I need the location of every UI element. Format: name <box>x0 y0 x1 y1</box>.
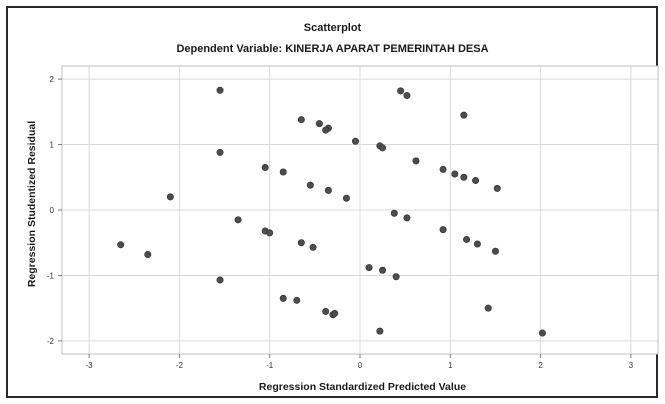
scatter-point <box>484 304 492 312</box>
scatter-point <box>279 168 287 176</box>
scatter-point <box>412 157 420 165</box>
scatter-point <box>403 214 411 222</box>
scatter-point <box>306 181 314 189</box>
y-tick-label: 0 <box>50 206 55 215</box>
data-points <box>117 86 546 337</box>
scatter-point <box>266 229 274 237</box>
scatter-point <box>117 241 125 249</box>
scatter-point <box>460 111 468 119</box>
scatter-point <box>538 329 546 337</box>
scatter-point <box>472 177 480 185</box>
scatter-point <box>261 163 269 171</box>
x-tick-label: -2 <box>176 361 184 370</box>
scatter-point <box>216 276 224 284</box>
y-axis-label: Regression Studentized Residual <box>26 120 38 288</box>
scatter-point <box>439 165 447 173</box>
scatter-point <box>166 193 174 201</box>
x-axis-label: Regression Standardized Predicted Value <box>258 381 467 393</box>
chart-subtitle: Dependent Variable: KINERJA APARAT PEMER… <box>176 43 489 55</box>
scatter-point <box>342 194 350 202</box>
scatter-point <box>293 296 301 304</box>
grid-lines <box>58 66 658 358</box>
scatter-point <box>322 126 330 134</box>
y-tick-label: -1 <box>47 271 55 280</box>
scatter-point <box>309 243 317 251</box>
x-tick-label: 0 <box>358 361 363 370</box>
scatter-point <box>390 209 398 217</box>
scatter-point <box>439 226 447 234</box>
scatter-point <box>493 184 501 192</box>
chart-title: Scatterplot <box>303 22 362 34</box>
scatter-point <box>460 173 468 181</box>
scatter-point <box>392 273 400 281</box>
scatter-point <box>379 144 387 152</box>
scatter-point <box>463 235 471 243</box>
scatter-point <box>365 264 373 272</box>
scatter-point <box>491 247 499 255</box>
y-tick-label: 2 <box>50 75 55 84</box>
y-tick-label: 1 <box>50 141 55 150</box>
scatter-point <box>376 327 384 335</box>
y-tick-label: -2 <box>47 337 55 346</box>
scatter-point <box>451 170 459 178</box>
scatter-point <box>351 137 359 145</box>
scatter-point <box>297 116 305 124</box>
tick-labels: -3 -2 -1 0 1 2 3 2 1 0 -1 -2 <box>47 75 634 370</box>
scatter-point <box>322 307 330 315</box>
scatter-point <box>473 240 481 248</box>
scatter-point <box>144 251 152 259</box>
x-tick-label: 1 <box>448 361 453 370</box>
x-tick-label: -3 <box>86 361 94 370</box>
x-tick-label: -1 <box>266 361 274 370</box>
x-tick-label: 3 <box>629 361 634 370</box>
scatter-point <box>216 86 224 94</box>
scatter-point <box>216 148 224 156</box>
x-tick-label: 2 <box>538 361 543 370</box>
scatter-point <box>279 294 287 302</box>
scatter-point <box>315 120 323 128</box>
scatter-point <box>324 186 332 194</box>
scatter-point <box>297 239 305 247</box>
scatter-point <box>234 216 242 224</box>
scatter-point <box>403 91 411 99</box>
scatter-point <box>379 266 387 274</box>
scatter-point <box>331 309 339 317</box>
scatter-point <box>397 87 405 95</box>
